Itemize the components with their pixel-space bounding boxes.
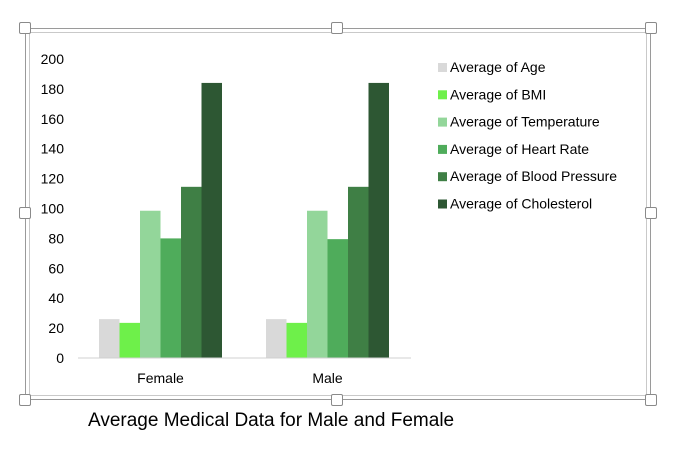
bars <box>99 82 389 359</box>
bar <box>286 322 307 358</box>
resize-handle-bottom-right[interactable] <box>645 394 657 406</box>
legend-entry-label: Average of Age <box>450 59 546 75</box>
resize-handle-top-right[interactable] <box>645 22 657 34</box>
y-tick-label: 140 <box>41 141 65 157</box>
legend-swatch <box>438 90 447 100</box>
legend-entry-label: Average of Heart Rate <box>450 141 589 157</box>
y-tick-label: 100 <box>41 201 65 217</box>
resize-handle-top-left[interactable] <box>19 22 31 34</box>
resize-handle-right[interactable] <box>645 207 657 219</box>
y-tick-label: 40 <box>48 290 64 306</box>
bar <box>181 186 202 358</box>
y-tick-label: 160 <box>41 111 65 127</box>
legend-swatch <box>438 172 447 182</box>
bar <box>327 239 348 358</box>
resize-handle-bottom[interactable] <box>331 394 343 406</box>
y-tick-label: 0 <box>56 350 64 366</box>
legend-entry-label: Average of BMI <box>450 86 546 102</box>
y-tick-label: 80 <box>48 230 64 246</box>
bar <box>140 210 161 358</box>
legend-swatch <box>438 144 447 154</box>
resize-handle-left[interactable] <box>19 207 31 219</box>
resize-handle-bottom-left[interactable] <box>19 394 31 406</box>
legend: Average of Age Average of BMI Average of T… <box>438 59 617 212</box>
x-tick-label: Male <box>312 370 343 386</box>
x-tick-label: Female <box>137 370 184 386</box>
legend-swatch <box>438 199 447 209</box>
y-tick-label: 20 <box>48 320 64 336</box>
y-tick-label: 120 <box>41 171 65 187</box>
bar <box>307 210 328 358</box>
bar <box>99 319 120 358</box>
legend-entry-label: Average of Cholesterol <box>450 196 592 212</box>
legend-entry-label: Average of Temperature <box>450 114 600 130</box>
bar <box>160 238 181 358</box>
x-axis: Female Male <box>137 370 343 386</box>
bar <box>348 186 369 358</box>
y-tick-label: 200 <box>41 51 65 67</box>
bar <box>266 319 287 358</box>
y-tick-label: 60 <box>48 260 64 276</box>
legend-entry-label: Average of Blood Pressure <box>450 168 617 184</box>
legend-swatch <box>438 63 447 72</box>
legend-swatch <box>438 117 447 127</box>
bar <box>368 82 389 359</box>
resize-handle-top[interactable] <box>331 22 343 34</box>
bar <box>201 82 222 359</box>
chart-caption: Average Medical Data for Male and Female <box>88 410 455 431</box>
y-tick-label: 180 <box>41 81 65 97</box>
y-axis: 0 20 40 60 80 100 120 140 160 180 200 <box>41 51 65 366</box>
bar <box>119 322 140 358</box>
